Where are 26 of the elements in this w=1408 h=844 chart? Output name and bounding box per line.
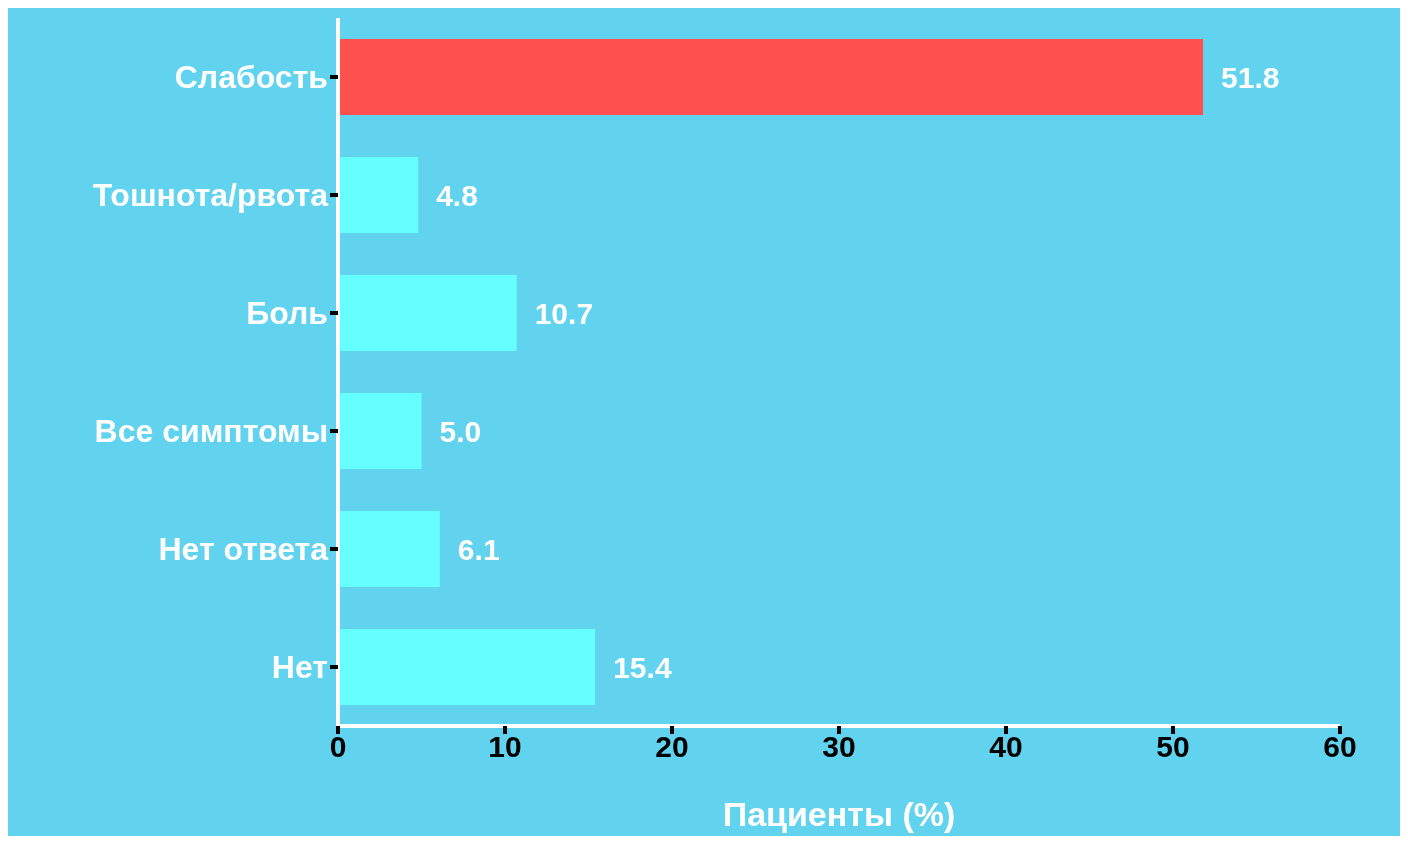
data-label: 15.4 xyxy=(613,650,672,684)
x-tick-label: 40 xyxy=(989,730,1023,764)
data-label: 6.1 xyxy=(457,532,500,566)
x-tick-label: 10 xyxy=(488,730,522,764)
y-tick-label: Слабость xyxy=(174,59,328,96)
x-tick-label: 60 xyxy=(1323,730,1357,764)
x-tick-label: 30 xyxy=(822,730,856,764)
bar xyxy=(338,511,440,587)
data-label: 5.0 xyxy=(439,414,482,448)
bar xyxy=(338,275,517,351)
y-tick-label: Нет xyxy=(271,649,328,686)
x-tick-label: 0 xyxy=(329,730,347,764)
bar xyxy=(338,39,1204,115)
x-axis-title: Пациенты (%) xyxy=(722,795,956,833)
x-tick-label: 50 xyxy=(1156,730,1190,764)
bar xyxy=(338,393,422,469)
bar xyxy=(338,157,419,233)
y-tick-label: Тошнота/рвота xyxy=(92,177,329,214)
bar xyxy=(338,629,596,705)
y-tick-label: Боль xyxy=(246,295,328,332)
y-tick-label: Нет ответа xyxy=(158,531,329,568)
data-label: 10.7 xyxy=(534,296,594,330)
data-label: 4.8 xyxy=(436,178,478,212)
x-tick-label: 20 xyxy=(655,730,689,764)
data-label: 51.8 xyxy=(1221,60,1280,94)
y-tick-label: Все симптомы xyxy=(94,413,328,450)
